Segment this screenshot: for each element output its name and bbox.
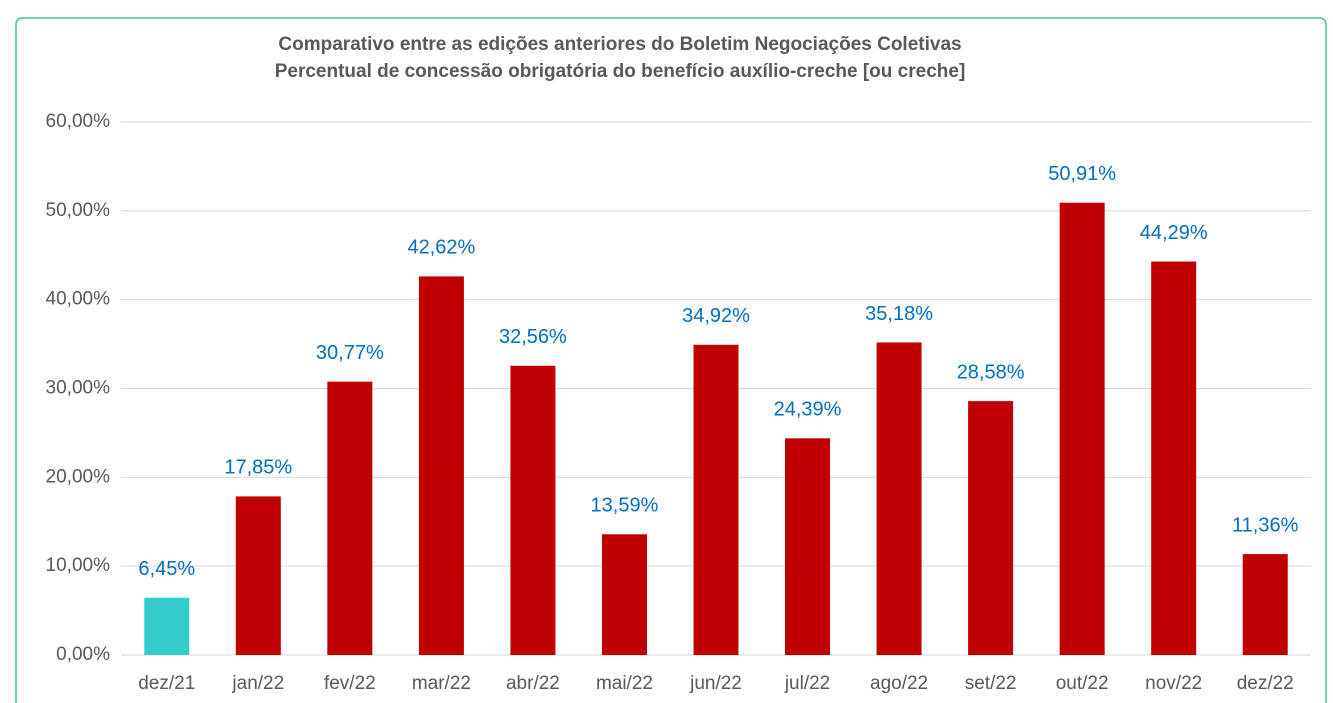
- bar: [693, 344, 739, 655]
- value-label: 11,36%: [1232, 514, 1299, 536]
- bar: [1059, 202, 1105, 655]
- bar: [1242, 554, 1288, 655]
- x-tick-label: nov/22: [1145, 673, 1202, 694]
- value-label: 24,39%: [774, 399, 842, 421]
- bar: [144, 597, 190, 655]
- value-label: 35,18%: [865, 303, 933, 325]
- bar: [1151, 261, 1197, 655]
- x-tick-label: dez/21: [138, 673, 195, 694]
- x-tick-label: dez/22: [1237, 673, 1294, 694]
- x-tick-label: mai/22: [596, 673, 653, 694]
- frame: [15, 17, 1327, 703]
- y-tick-label: 40,00%: [46, 289, 111, 310]
- x-tick-label: abr/22: [506, 673, 560, 694]
- y-tick-label: 10,00%: [46, 555, 111, 576]
- y-tick-label: 60,00%: [46, 111, 111, 132]
- x-tick-label: out/22: [1056, 673, 1109, 694]
- value-label: 17,85%: [224, 457, 292, 479]
- chart-title: Comparativo entre as edições anteriores …: [278, 34, 961, 55]
- chart-subtitle: Percentual de concessão obrigatória do b…: [275, 61, 966, 82]
- value-label: 30,77%: [316, 342, 384, 364]
- x-tick-label: jul/22: [784, 673, 830, 694]
- x-tick-label: jun/22: [689, 673, 742, 694]
- x-tick-label: jan/22: [231, 673, 284, 694]
- bar: [327, 381, 373, 655]
- bar: [418, 276, 464, 655]
- value-label: 13,59%: [591, 495, 659, 517]
- y-tick-label: 30,00%: [46, 378, 111, 399]
- bar: [968, 401, 1014, 655]
- value-label: 50,91%: [1048, 163, 1116, 185]
- bar: [785, 438, 831, 655]
- x-tick-label: fev/22: [324, 673, 376, 694]
- value-label: 42,62%: [407, 237, 475, 259]
- y-tick-label: 0,00%: [56, 644, 110, 665]
- y-tick-label: 20,00%: [46, 466, 111, 487]
- value-label: 32,56%: [499, 326, 567, 348]
- value-label: 28,58%: [957, 361, 1025, 383]
- value-label: 34,92%: [682, 305, 750, 327]
- bar: [601, 534, 647, 655]
- value-label: 6,45%: [138, 558, 195, 580]
- bar: [876, 342, 922, 655]
- bar: [510, 365, 556, 655]
- x-tick-label: set/22: [965, 673, 1017, 694]
- y-tick-label: 50,00%: [46, 200, 111, 221]
- x-tick-label: mar/22: [412, 673, 471, 694]
- bar: [235, 496, 281, 655]
- x-tick-label: ago/22: [870, 673, 928, 694]
- value-label: 44,29%: [1140, 222, 1208, 244]
